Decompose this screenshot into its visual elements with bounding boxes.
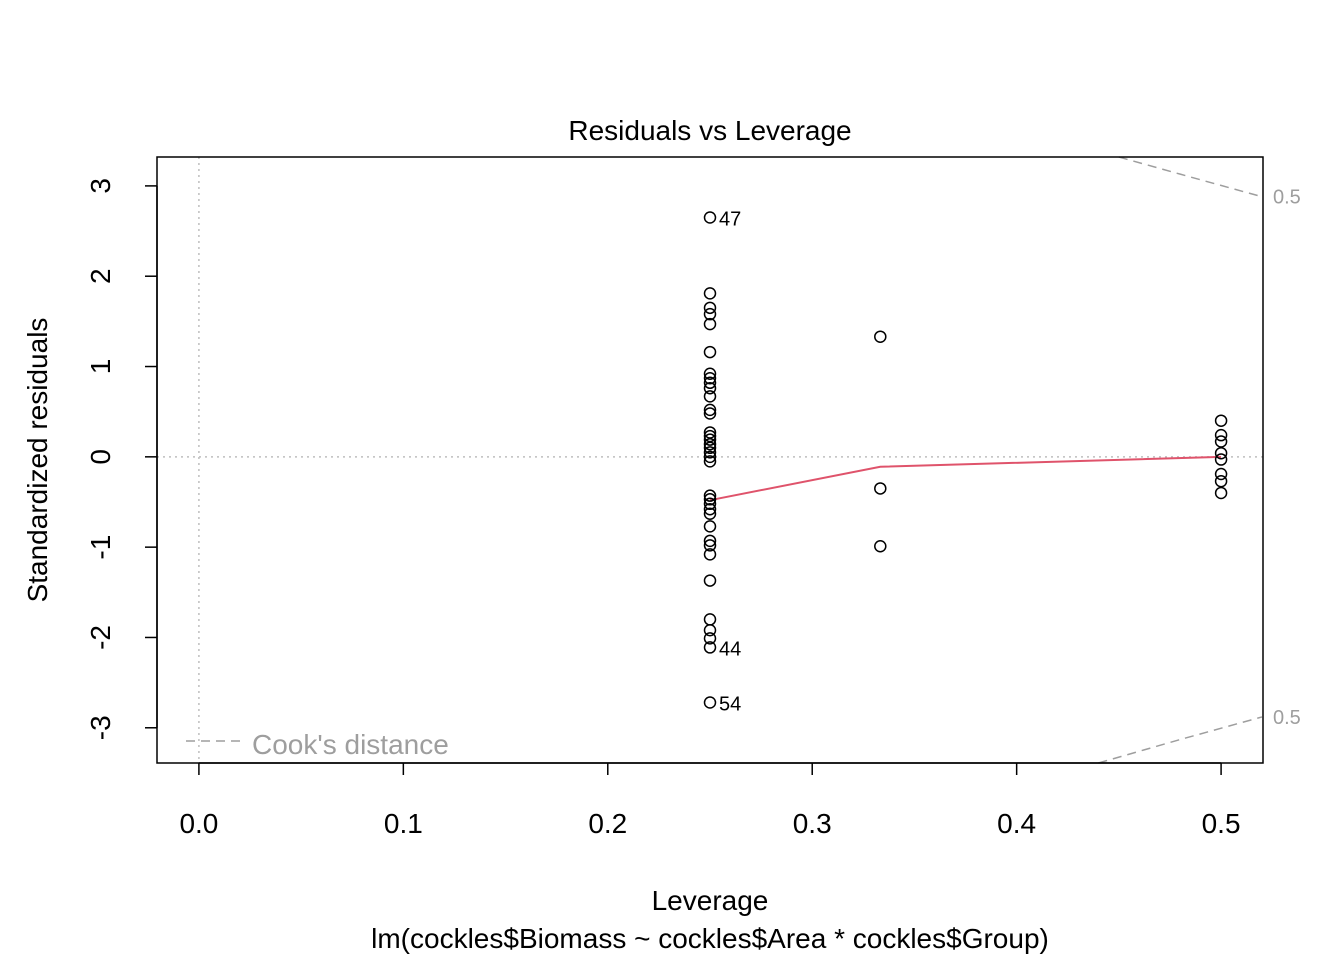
data-point [874,482,887,495]
x-axis: 0.0 0.1 0.2 0.3 0.4 0.5 [179,762,1241,839]
data-point [703,367,717,381]
data-point [703,539,717,552]
data-point [703,441,717,455]
cooks-contour-upper [1118,156,1263,198]
data-point [874,539,887,553]
data-point [703,307,717,321]
data-point [703,507,717,520]
chart-title: Residuals vs Leverage [568,115,851,146]
data-point [703,455,717,468]
x-tick-label: 0.1 [384,808,423,839]
data-point [703,433,717,446]
data-point [703,502,717,516]
data-point [703,613,717,626]
data-point [703,450,717,464]
x-tick-label: 0.0 [179,808,218,839]
data-point [703,489,717,502]
data-point [703,437,717,451]
data-point [1214,467,1228,481]
data-point [1214,486,1228,500]
data-point [1214,435,1228,448]
data-point [1214,414,1228,427]
data-point [1214,474,1228,488]
data-point [703,548,717,561]
data-point [1214,428,1228,442]
x-tick-label: 0.5 [1202,808,1241,839]
point-label: 47 [719,209,741,231]
data-point [703,534,717,548]
point-label: 44 [719,638,741,660]
data-point [703,446,717,459]
y-tick-label: 1 [85,359,116,375]
data-point [703,376,717,390]
data-point [703,574,717,587]
data-point [703,407,717,420]
y-tick-label: 3 [85,178,116,194]
cooks-distance-contours: 0.5 0.5 [1098,156,1301,764]
y-axis-title: Standardized residuals [22,318,53,603]
y-tick-label: -1 [85,535,116,560]
x-tick-label: 0.2 [588,808,627,839]
data-point [703,497,717,511]
data-point [703,372,717,385]
data-point [703,381,717,395]
data-point [703,211,717,224]
chart-subtitle: lm(cockles$Biomass ~ cockles$Area * cock… [371,923,1049,954]
x-tick-label: 0.3 [793,808,832,839]
data-point [703,390,717,403]
data-point [703,632,717,645]
y-tick-label: 2 [85,268,116,284]
data-point [703,623,717,637]
y-tick-label: 0 [85,449,116,465]
data-point [703,493,717,506]
data-point [703,345,717,359]
cooks-contour-lower [1098,716,1263,764]
x-axis-title: Leverage [652,885,769,916]
data-point [703,641,717,654]
point-label: 54 [719,693,741,715]
data-point [703,696,717,709]
data-point [1214,453,1228,466]
data-points [703,211,1228,709]
smoother-line [709,455,1222,502]
data-point [703,301,717,315]
data-point [703,287,717,300]
y-tick-label: -2 [85,625,116,650]
smoother-path [709,455,1222,502]
data-point [703,403,717,417]
data-point [703,520,717,533]
cooks-contour-label-upper: 0.5 [1273,187,1301,209]
x-tick-label: 0.4 [997,808,1036,839]
cooks-contour-label-lower: 0.5 [1273,707,1301,729]
reference-lines [157,157,1263,763]
data-point [874,330,887,343]
legend-label: Cook's distance [252,729,449,760]
legend: Cook's distance [186,729,449,760]
y-tick-label: -3 [85,715,116,740]
y-axis: -3 -2 -1 0 1 2 3 [85,178,158,740]
point-labels: 47 44 54 [719,209,741,716]
data-point [703,317,717,331]
data-point [1214,446,1228,460]
